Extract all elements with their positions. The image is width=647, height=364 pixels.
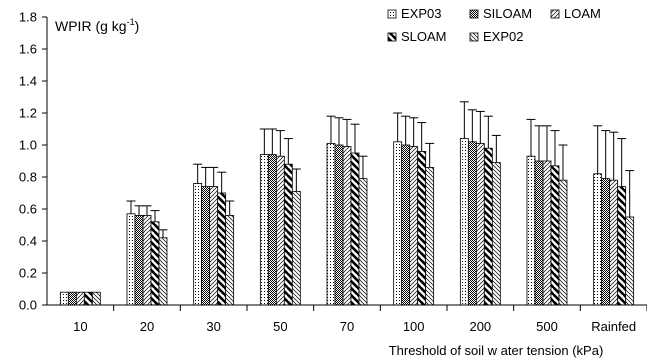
x-tick-label: 70 [340, 319, 354, 334]
bar-loam-500 [542, 160, 552, 306]
bar-exp02-200 [491, 162, 501, 306]
bar-exp02-70 [358, 178, 368, 306]
y-tick-label: 0.6 [19, 202, 37, 217]
bar-siloam-500 [534, 160, 544, 306]
bar-exp02-50 [291, 190, 301, 306]
bar-sloam-200 [483, 147, 493, 306]
bar-sloam-10 [83, 291, 93, 306]
bar-loam-70 [342, 146, 352, 306]
x-tick-label: 30 [206, 319, 220, 334]
y-tick-label: 1.6 [19, 42, 37, 57]
bar-exp03-10 [59, 291, 69, 306]
x-axis-ticks [113, 305, 647, 311]
bar-loam-100 [409, 146, 419, 306]
bar-sloam-70 [350, 152, 360, 306]
legend-swatch-loam [550, 9, 560, 19]
bar-exp02-100 [425, 166, 435, 306]
x-tick-label: 50 [273, 319, 287, 334]
bar-siloam-10 [67, 291, 77, 306]
y-axis-tick-labels: 0.0 0.2 0.4 0.6 0.8 1.0 1.2 1.4 1.6 1.8 [19, 10, 37, 313]
x-axis-title: Threshold of soil w ater tension (kPa) [389, 343, 604, 358]
bar-exp03-70 [326, 142, 336, 306]
bar-exp03-100 [393, 141, 403, 306]
y-tick-label: 1.0 [19, 138, 37, 153]
y-axis-title: WPIR (g kg-1) [55, 17, 139, 34]
x-axis-tick-labels: 10 20 30 50 70 100 200 500 Rainfed [73, 319, 636, 334]
x-tick-label: 200 [469, 319, 491, 334]
legend-swatch-exp03 [387, 9, 397, 19]
bar-exp03-50 [259, 154, 269, 306]
bar-siloam-100 [401, 144, 411, 306]
bar-exp02-500 [558, 179, 568, 306]
x-tick-label: 500 [536, 319, 558, 334]
bar-loam-200 [475, 142, 485, 306]
y-axis-title-main: WPIR (g kg [55, 18, 127, 34]
y-tick-label: 0.4 [19, 234, 37, 249]
bar-siloam-200 [467, 141, 477, 306]
bar-exp03-30 [193, 182, 203, 306]
y-axis-title-close: ) [135, 18, 140, 34]
bar-exp02-20 [158, 237, 168, 306]
legend-label-sloam: SLOAM [401, 29, 447, 44]
bar-loam-50 [275, 155, 285, 306]
y-axis-ticks [42, 16, 47, 306]
x-tick-label: 10 [73, 319, 87, 334]
bar-sloam-30 [217, 192, 227, 306]
bar-exp02-30 [225, 214, 235, 306]
bar-sloam-20 [150, 221, 160, 306]
bar-exp02-10 [91, 291, 101, 306]
x-tick-label: 100 [403, 319, 425, 334]
legend-label-loam: LOAM [564, 6, 601, 21]
bar-loam-rainfed [609, 179, 619, 306]
legend-label-exp02: EXP02 [483, 29, 523, 44]
x-tick-label: 20 [140, 319, 154, 334]
y-tick-label: 1.2 [19, 106, 37, 121]
bar-siloam-20 [134, 214, 144, 306]
legend: EXP03 SILOAM LOAM SLOAM EXP02 [387, 6, 601, 44]
bar-series-group [59, 138, 635, 306]
bar-sloam-100 [417, 150, 427, 306]
bar-sloam-500 [550, 165, 560, 306]
legend-label-siloam: SILOAM [483, 6, 532, 21]
y-tick-label: 0.8 [19, 170, 37, 185]
y-axis-title-superscript: -1 [127, 17, 135, 27]
bar-loam-30 [209, 186, 219, 306]
y-tick-label: 0.0 [19, 298, 37, 313]
y-tick-label: 0.2 [19, 266, 37, 281]
bar-sloam-rainfed [617, 186, 627, 306]
legend-swatch-siloam [469, 9, 479, 19]
error-bars-group [126, 101, 635, 238]
bar-siloam-30 [201, 186, 211, 306]
legend-swatch-sloam [387, 32, 397, 42]
bar-exp03-500 [526, 155, 536, 306]
bar-loam-10 [75, 291, 85, 306]
bar-loam-20 [142, 214, 152, 306]
legend-swatch-exp02 [469, 32, 479, 42]
legend-label-exp03: EXP03 [401, 6, 441, 21]
bar-sloam-50 [283, 163, 293, 306]
bar-exp03-20 [126, 213, 136, 306]
bar-exp03-200 [459, 138, 469, 306]
y-tick-label: 1.4 [19, 74, 37, 89]
bar-exp02-rainfed [625, 216, 635, 306]
y-tick-label: 1.8 [19, 10, 37, 25]
bar-siloam-rainfed [601, 178, 611, 306]
bar-siloam-50 [267, 154, 277, 306]
bar-siloam-70 [334, 144, 344, 306]
bar-exp03-rainfed [593, 173, 603, 306]
x-tick-label: Rainfed [591, 319, 636, 334]
